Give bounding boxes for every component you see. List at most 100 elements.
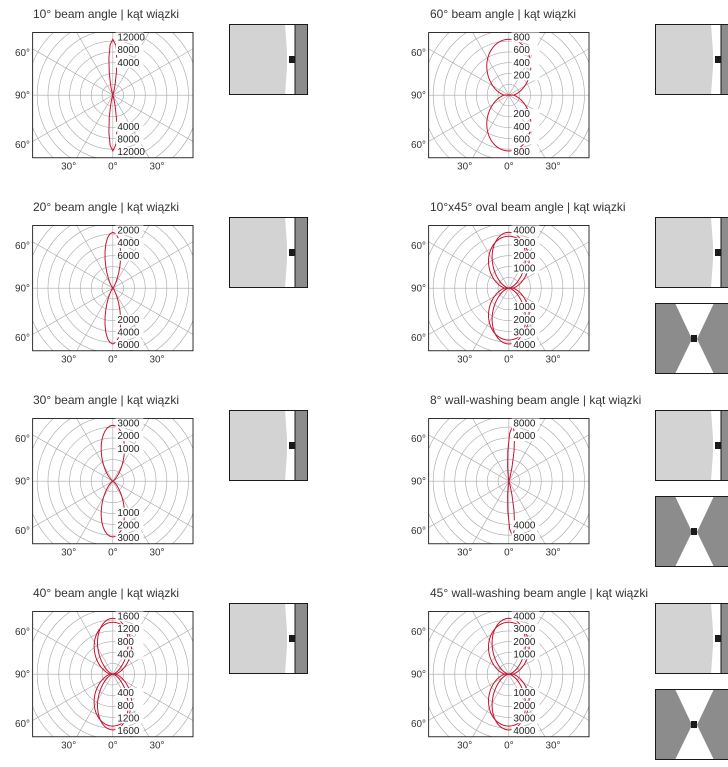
angle-label-bottom: 60°	[411, 526, 426, 537]
diagram-title: 45° wall-washing beam angle | kąt wiązki	[430, 586, 649, 600]
angle-label-middle: 90°	[15, 284, 30, 295]
intensity-value: 4000	[117, 122, 140, 133]
polar-diagram: 60° 90° 60° 30° 0° 30° 1600 1200 800 400 400 800 120…	[2, 602, 194, 758]
wall-washer-icon	[655, 603, 728, 674]
intensity-value: 2000	[117, 431, 140, 442]
diagram-title: 60° beam angle | kąt wiązki	[430, 7, 576, 21]
angle-label-middle: 90°	[411, 284, 426, 295]
value-label-bg	[511, 121, 540, 132]
angle-label-center: 0°	[108, 161, 118, 172]
diagram-frame	[32, 225, 194, 352]
angle-label-center: 0°	[108, 547, 118, 558]
intensity-value: 1000	[513, 688, 536, 699]
diagram-frame	[428, 32, 590, 159]
value-label-bg	[511, 611, 540, 622]
angle-label-left: 30°	[457, 740, 472, 751]
intensity-value: 4000	[513, 612, 536, 623]
intensity-value: 4000	[513, 520, 536, 531]
value-label-bg	[511, 32, 540, 43]
intensity-value: 12000	[117, 147, 145, 158]
diagram-title: 40° beam angle | kąt wiązki	[33, 586, 179, 600]
value-label-bg	[511, 649, 540, 660]
value-label-bg	[115, 725, 144, 736]
angle-label-left: 30°	[61, 354, 76, 365]
angle-label-bottom: 60°	[411, 140, 426, 151]
polar-chart: 60°90°60°30° 0° 30°30002000100010002000300…	[15, 418, 194, 558]
intensity-value: 4000	[513, 226, 536, 237]
intensity-value: 4000	[117, 58, 140, 69]
angle-label-left: 30°	[457, 547, 472, 558]
polar-chart: 60°90°60°30° 0° 30°80060040020020040060080…	[411, 32, 590, 172]
angle-label-bottom: 60°	[15, 526, 30, 537]
wall-washer-icon	[229, 24, 308, 95]
value-label-bg	[511, 339, 540, 350]
polar-chart: 60°90°60°30° 0° 30°16001200800400400800120…	[15, 611, 194, 751]
angle-label-center: 0°	[504, 547, 514, 558]
polar-grid	[32, 225, 194, 351]
intensity-value: 8000	[513, 533, 536, 544]
value-label-bg	[115, 532, 144, 543]
angle-label-center: 0°	[504, 740, 514, 751]
angle-label-bottom: 60°	[15, 140, 30, 151]
angle-label-bottom: 60°	[15, 719, 30, 730]
value-label-bg	[115, 688, 144, 699]
intensity-value: 1000	[513, 302, 536, 313]
value-label-bg	[511, 418, 540, 429]
polar-chart: 60°90°60°30° 0° 30°12000800040004000800012…	[15, 32, 194, 172]
intensity-value: 12000	[117, 33, 145, 44]
polar-chart: 60°90°60°30° 0° 30°40003000200010001000200…	[411, 611, 590, 751]
intensity-curve	[108, 94, 118, 153]
intensity-value: 800	[513, 33, 530, 44]
diagram-title: 10° beam angle | kąt wiązki	[33, 7, 179, 21]
symmetric-beam-icon	[655, 303, 728, 374]
intensity-curve	[97, 617, 129, 675]
intensity-curve	[97, 673, 129, 731]
value-label-bg	[115, 624, 144, 635]
intensity-curve	[487, 673, 530, 727]
wall-washer-icon	[229, 217, 308, 288]
value-label-bg	[115, 431, 144, 442]
intensity-value: 1000	[117, 508, 140, 519]
wall-washer-icon	[229, 24, 308, 95]
intensity-value: 400	[513, 58, 530, 69]
value-label-bg	[511, 725, 540, 736]
intensity-value: 3000	[513, 713, 536, 724]
intensity-value: 8000	[117, 134, 140, 145]
intensity-value: 1200	[117, 624, 140, 635]
intensity-value: 1600	[117, 726, 140, 737]
polar-diagram: 60° 90° 60° 30° 0° 30° 2000 4000 6000 2000 4000 600…	[2, 216, 194, 372]
intensity-value: 4000	[513, 431, 536, 442]
wall-washer-icon	[655, 410, 728, 481]
polar-diagram: 60° 90° 60° 30° 0° 30° 12000 8000 4000 4000 8000 12…	[2, 23, 194, 179]
intensity-curve	[491, 231, 527, 289]
value-label-bg	[511, 713, 540, 724]
wall-washer-icon	[655, 603, 728, 674]
intensity-value: 1600	[117, 612, 140, 623]
value-label-bg	[511, 109, 540, 120]
angle-label-right: 30°	[149, 161, 164, 172]
diagram-title: 10°x45° oval beam angle | kąt wiązki	[430, 200, 626, 214]
wall-washer-icon	[655, 217, 728, 288]
wall-washer-icon	[655, 24, 728, 95]
angle-label-right: 30°	[545, 161, 560, 172]
angle-label-bottom: 60°	[411, 333, 426, 344]
angle-label-left: 30°	[61, 161, 76, 172]
value-label-bg	[511, 146, 540, 157]
angle-label-middle: 90°	[15, 477, 30, 488]
intensity-value: 8000	[513, 419, 536, 430]
intensity-curve	[104, 287, 122, 345]
polar-grid	[428, 225, 590, 351]
value-label-bg	[115, 700, 144, 711]
value-label-bg	[115, 57, 144, 68]
diagram-title: 30° beam angle | kąt wiązki	[33, 393, 179, 407]
intensity-value: 1000	[513, 263, 536, 274]
polar-diagram: 60° 90° 60° 30° 0° 30° 8000 4000 4000 8000	[398, 409, 590, 565]
intensity-value: 2000	[117, 520, 140, 531]
polar-chart: 60°90°60°30° 0° 30°40003000200010001000200…	[411, 225, 590, 365]
wall-washer-icon	[655, 410, 728, 481]
angle-label-top: 60°	[411, 241, 426, 252]
angle-label-bottom: 60°	[411, 719, 426, 730]
intensity-value: 1200	[117, 713, 140, 724]
diagram-title: 20° beam angle | kąt wiązki	[33, 200, 179, 214]
